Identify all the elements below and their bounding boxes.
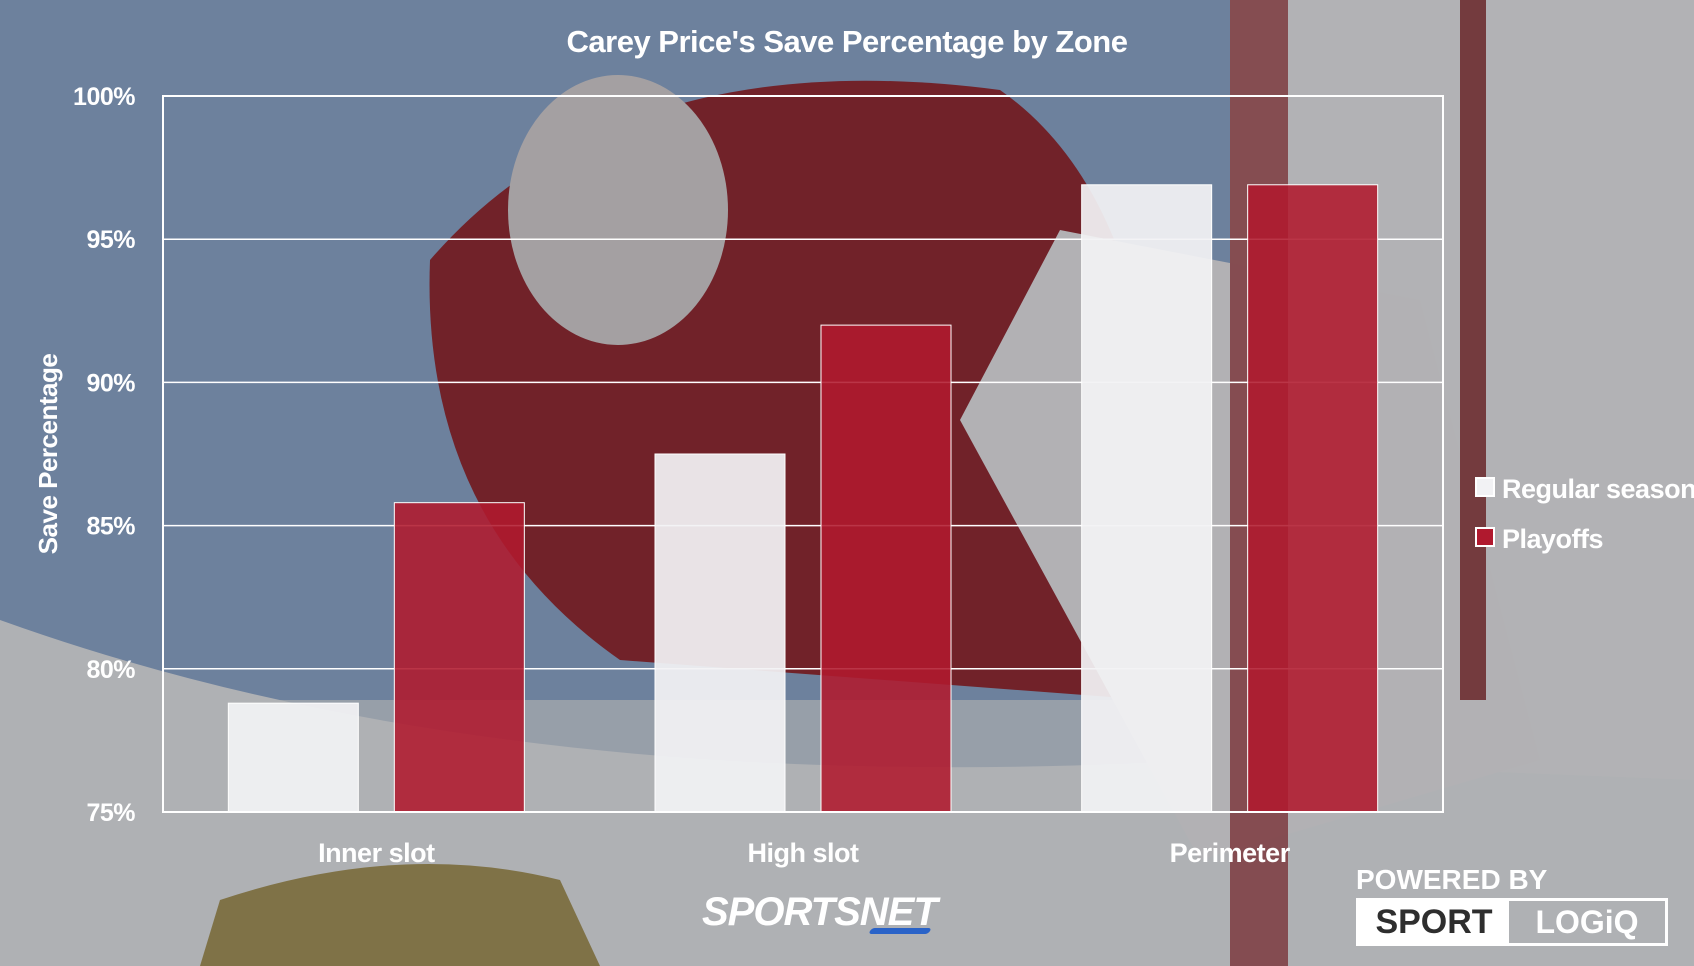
sportlogiq-logo-sport: SPORT [1359, 901, 1509, 943]
x-category-label: High slot [748, 838, 859, 868]
y-tick-label: 90% [86, 369, 135, 397]
sportlogiq-logo-logiq: LOGiQ [1535, 903, 1639, 940]
legend-swatch-playoffs [1475, 527, 1495, 547]
chart-title: Carey Price's Save Percentage by Zone [567, 24, 1128, 59]
sportlogiq-logo: SPORT LOGiQ [1356, 898, 1668, 946]
bar-playoffs [393, 502, 525, 813]
bar-regular-season [227, 702, 359, 813]
x-category-label: Perimeter [1170, 838, 1291, 868]
y-axis-label: Save Percentage [33, 354, 63, 555]
y-tick-label: 85% [86, 513, 135, 541]
legend-swatch-regular-season [1475, 477, 1495, 497]
sportsnet-swoosh-icon [868, 928, 932, 934]
sportsnet-logo: SPORTSNET [702, 890, 938, 934]
x-category-label: Inner slot [318, 838, 435, 868]
bar-regular-season [654, 453, 786, 813]
plot-frame [162, 95, 1444, 813]
y-tick-label: 100% [73, 83, 135, 111]
bar-playoffs [820, 324, 952, 813]
bar-regular-season [1081, 184, 1213, 813]
legend: Regular season Playoffs [1475, 474, 1694, 554]
x-axis-categories: Inner slot High slot Perimeter [318, 838, 1291, 868]
y-tick-label: 80% [86, 656, 135, 684]
legend-label-regular-season: Regular season [1502, 474, 1694, 504]
y-axis-ticks: 75% 80% 85% 90% 95% 100% [73, 83, 136, 827]
bar-playoffs [1247, 184, 1379, 813]
powered-by-label: POWERED BY [1356, 864, 1548, 895]
y-tick-label: 95% [86, 226, 135, 254]
bars [227, 184, 1379, 813]
y-tick-label: 75% [86, 799, 135, 827]
legend-label-playoffs: Playoffs [1502, 524, 1603, 554]
